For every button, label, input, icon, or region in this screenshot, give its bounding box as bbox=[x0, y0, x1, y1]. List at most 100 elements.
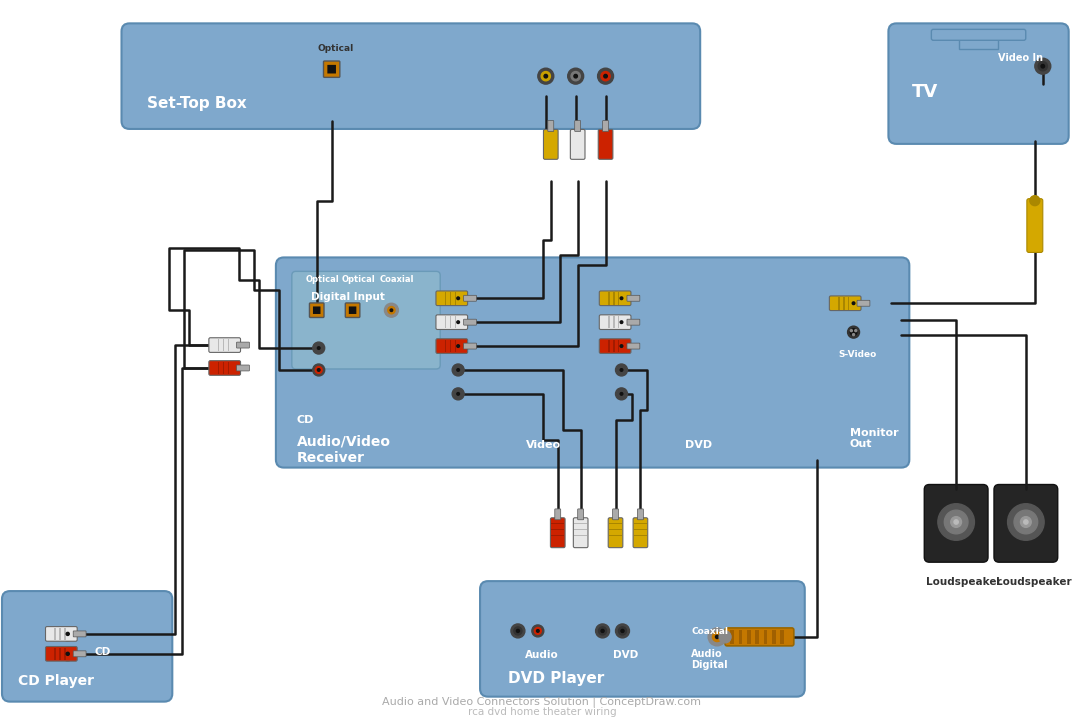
Circle shape bbox=[619, 627, 626, 635]
Bar bbox=[634, 523, 647, 524]
Text: Audio: Audio bbox=[525, 650, 559, 660]
Text: Coaxial: Coaxial bbox=[692, 627, 729, 636]
FancyBboxPatch shape bbox=[543, 129, 558, 159]
FancyBboxPatch shape bbox=[348, 306, 356, 314]
FancyBboxPatch shape bbox=[323, 61, 340, 78]
FancyBboxPatch shape bbox=[464, 319, 477, 325]
Circle shape bbox=[1020, 517, 1031, 527]
Circle shape bbox=[601, 629, 604, 632]
Circle shape bbox=[61, 647, 75, 661]
Circle shape bbox=[567, 68, 584, 84]
Circle shape bbox=[574, 74, 577, 78]
Bar bbox=[747, 630, 750, 644]
Bar bbox=[450, 340, 451, 352]
Circle shape bbox=[66, 652, 70, 656]
Bar bbox=[228, 362, 229, 375]
Text: Loudspeaker: Loudspeaker bbox=[927, 577, 1002, 587]
FancyBboxPatch shape bbox=[209, 361, 241, 375]
Circle shape bbox=[851, 300, 857, 306]
Circle shape bbox=[619, 391, 625, 397]
Circle shape bbox=[619, 319, 625, 326]
Text: TV: TV bbox=[913, 83, 939, 101]
FancyBboxPatch shape bbox=[599, 291, 631, 306]
Circle shape bbox=[455, 367, 462, 373]
Text: DVD: DVD bbox=[685, 440, 712, 449]
Bar bbox=[839, 297, 840, 309]
Circle shape bbox=[516, 629, 519, 632]
Circle shape bbox=[847, 297, 859, 309]
Bar bbox=[445, 316, 446, 328]
Circle shape bbox=[708, 628, 726, 646]
Circle shape bbox=[601, 72, 610, 81]
Circle shape bbox=[384, 303, 399, 317]
Text: Monitor
Out: Monitor Out bbox=[849, 428, 898, 449]
FancyBboxPatch shape bbox=[313, 306, 320, 314]
FancyBboxPatch shape bbox=[608, 518, 623, 547]
Circle shape bbox=[315, 367, 322, 373]
Circle shape bbox=[851, 329, 857, 335]
Circle shape bbox=[315, 345, 322, 351]
Bar bbox=[445, 292, 446, 305]
Bar bbox=[609, 523, 622, 524]
FancyBboxPatch shape bbox=[345, 303, 359, 317]
Circle shape bbox=[619, 295, 625, 302]
Bar bbox=[780, 630, 784, 644]
FancyBboxPatch shape bbox=[73, 631, 86, 637]
Circle shape bbox=[452, 293, 464, 304]
Bar bbox=[59, 627, 61, 640]
Circle shape bbox=[620, 369, 623, 371]
Text: Audio and Video Connectors Solution | ConceptDraw.com: Audio and Video Connectors Solution | Co… bbox=[382, 696, 701, 706]
FancyBboxPatch shape bbox=[550, 518, 565, 547]
Circle shape bbox=[620, 297, 623, 300]
FancyBboxPatch shape bbox=[602, 121, 609, 131]
Circle shape bbox=[544, 74, 548, 78]
Text: Video In: Video In bbox=[998, 53, 1043, 63]
Bar bbox=[574, 523, 587, 524]
Circle shape bbox=[317, 369, 320, 371]
FancyBboxPatch shape bbox=[209, 338, 241, 352]
Bar bbox=[634, 535, 647, 537]
FancyBboxPatch shape bbox=[1027, 199, 1043, 253]
FancyBboxPatch shape bbox=[599, 315, 631, 330]
Circle shape bbox=[615, 317, 627, 328]
FancyBboxPatch shape bbox=[633, 518, 648, 547]
FancyBboxPatch shape bbox=[436, 315, 467, 330]
Bar bbox=[450, 316, 451, 328]
Text: CD: CD bbox=[297, 415, 315, 425]
Bar bbox=[54, 627, 56, 640]
Bar bbox=[59, 648, 61, 660]
Bar bbox=[848, 297, 849, 309]
Circle shape bbox=[388, 306, 395, 314]
FancyBboxPatch shape bbox=[464, 295, 477, 301]
Text: Audio
Digital: Audio Digital bbox=[692, 649, 727, 670]
Circle shape bbox=[847, 326, 859, 338]
FancyBboxPatch shape bbox=[627, 343, 640, 349]
Circle shape bbox=[951, 517, 962, 527]
FancyBboxPatch shape bbox=[236, 365, 249, 371]
FancyBboxPatch shape bbox=[548, 121, 553, 131]
Circle shape bbox=[538, 68, 554, 84]
Bar bbox=[64, 648, 65, 660]
Bar bbox=[843, 297, 845, 309]
FancyBboxPatch shape bbox=[309, 303, 325, 317]
FancyBboxPatch shape bbox=[571, 129, 585, 159]
Circle shape bbox=[619, 343, 625, 349]
Text: DVD: DVD bbox=[612, 650, 638, 660]
Bar bbox=[551, 523, 564, 524]
Circle shape bbox=[853, 302, 855, 304]
Circle shape bbox=[599, 627, 607, 635]
FancyBboxPatch shape bbox=[925, 484, 988, 562]
FancyBboxPatch shape bbox=[276, 258, 909, 468]
Circle shape bbox=[1014, 510, 1038, 534]
Bar bbox=[222, 339, 224, 351]
Text: DVD Player: DVD Player bbox=[507, 671, 604, 686]
FancyBboxPatch shape bbox=[573, 518, 588, 547]
FancyBboxPatch shape bbox=[328, 65, 337, 73]
Circle shape bbox=[455, 343, 462, 349]
FancyBboxPatch shape bbox=[436, 291, 467, 306]
Bar bbox=[64, 627, 65, 640]
Circle shape bbox=[1024, 520, 1028, 524]
FancyBboxPatch shape bbox=[46, 627, 77, 641]
Circle shape bbox=[531, 625, 543, 637]
FancyBboxPatch shape bbox=[830, 296, 861, 311]
